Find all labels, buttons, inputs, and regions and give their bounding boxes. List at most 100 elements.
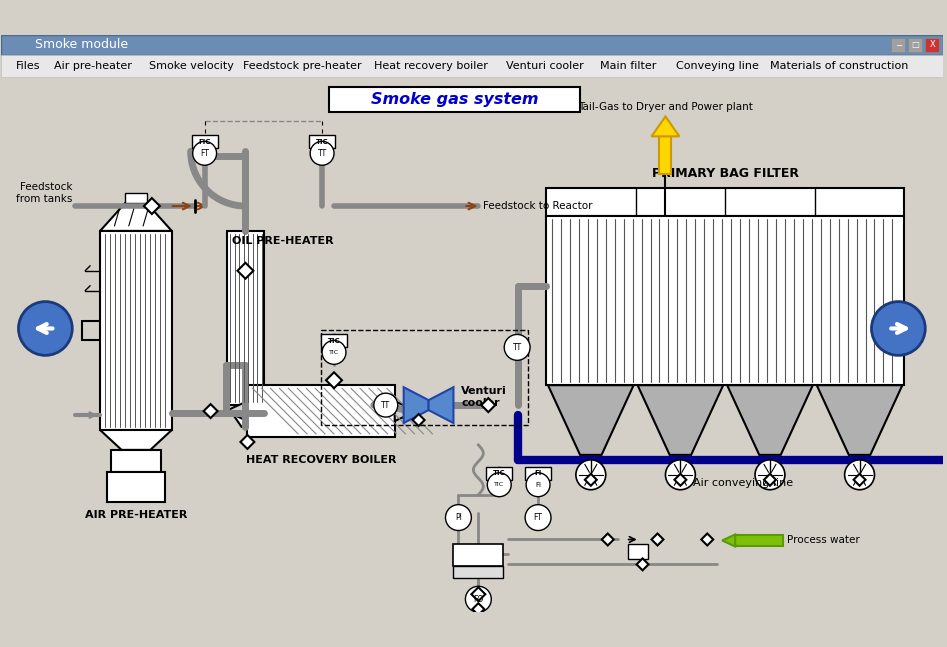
Circle shape [845,460,874,490]
Bar [454,545,503,566]
Polygon shape [225,401,247,421]
Text: Conveying line: Conveying line [676,61,759,71]
Text: FT: FT [200,149,209,158]
Polygon shape [473,603,484,615]
Bar [908,38,922,52]
Text: Main filter: Main filter [600,61,656,71]
Polygon shape [652,116,679,137]
Bar [454,566,503,578]
Text: X: X [929,40,935,49]
Polygon shape [472,587,485,601]
Text: ─: ─ [896,40,901,49]
Polygon shape [601,534,614,545]
Bar [659,137,671,174]
Circle shape [310,141,334,165]
Polygon shape [723,534,735,547]
Text: TT: TT [382,400,390,410]
Bar [309,135,335,148]
Text: Feedstock
from tanks: Feedstock from tanks [16,182,72,204]
Bar [735,534,783,547]
Polygon shape [585,474,597,486]
Polygon shape [241,435,255,449]
Bar [321,334,347,347]
Text: □: □ [911,40,920,49]
Polygon shape [702,534,713,545]
Polygon shape [652,534,664,545]
Text: Tail-Gas to Dryer and Power plant: Tail-Gas to Dryer and Power plant [578,102,753,113]
Bar [226,231,264,405]
Text: AIR PRE-HEATER: AIR PRE-HEATER [84,510,188,520]
Text: TT: TT [512,343,522,352]
Circle shape [576,460,606,490]
Polygon shape [636,558,649,571]
Text: Feedstock pre-heater: Feedstock pre-heater [243,61,362,71]
Bar [321,331,528,425]
Text: Process water: Process water [787,536,860,545]
Polygon shape [429,387,454,423]
Bar [329,87,580,113]
Text: Materials of construction: Materials of construction [770,61,909,71]
Circle shape [465,586,491,612]
Text: PRIMARY BAG FILTER: PRIMARY BAG FILTER [652,167,798,180]
Bar [1,55,943,76]
Bar [891,38,905,52]
Circle shape [504,334,530,360]
Bar [526,467,551,480]
Circle shape [755,460,785,490]
Circle shape [322,340,346,364]
Circle shape [445,505,472,531]
Bar [1,35,943,55]
Polygon shape [326,372,342,388]
Bar [191,135,218,148]
Polygon shape [395,401,417,421]
Text: TIC: TIC [329,350,339,355]
Polygon shape [144,198,160,214]
Bar [628,545,648,560]
Polygon shape [481,398,495,412]
Bar [100,231,171,430]
Text: Smoke module: Smoke module [35,38,129,51]
Bar [925,38,939,52]
Text: FI: FI [534,470,542,476]
Text: Air conveying line: Air conveying line [693,477,794,488]
Bar [247,385,395,437]
Polygon shape [853,474,866,486]
Text: Smoke gas system: Smoke gas system [370,92,538,107]
Text: PI: PI [455,513,462,522]
Text: FO: FO [474,595,484,604]
Text: Smoke velocity: Smoke velocity [149,61,234,71]
Polygon shape [100,203,171,231]
Text: FT: FT [533,513,543,522]
Polygon shape [403,387,429,423]
Bar [546,188,904,216]
Text: TIC: TIC [315,139,329,145]
Bar [546,216,904,385]
Text: Feedstock to Reactor: Feedstock to Reactor [483,201,593,211]
Circle shape [871,302,925,355]
Circle shape [192,141,217,165]
Text: Air pre-heater: Air pre-heater [54,61,133,71]
Circle shape [374,393,398,417]
Circle shape [526,505,551,531]
Text: FI: FI [535,482,541,488]
Text: OIL PRE-HEATER: OIL PRE-HEATER [232,236,334,246]
Bar [487,467,512,480]
Polygon shape [548,385,634,455]
Polygon shape [238,263,254,279]
Bar [107,472,165,501]
Text: Venturi
cooler: Venturi cooler [461,386,508,408]
Circle shape [527,473,550,497]
Polygon shape [674,474,687,486]
Bar [111,450,161,472]
Polygon shape [727,385,813,455]
Text: HEAT RECOVERY BOILER: HEAT RECOVERY BOILER [246,455,397,465]
Text: Heat recovery boiler: Heat recovery boiler [374,61,489,71]
Polygon shape [204,404,218,418]
Polygon shape [764,474,776,486]
Polygon shape [100,430,171,450]
Text: TIC: TIC [493,470,506,476]
Circle shape [666,460,695,490]
Text: FIC: FIC [199,139,211,145]
Polygon shape [816,385,902,455]
Polygon shape [413,414,424,426]
